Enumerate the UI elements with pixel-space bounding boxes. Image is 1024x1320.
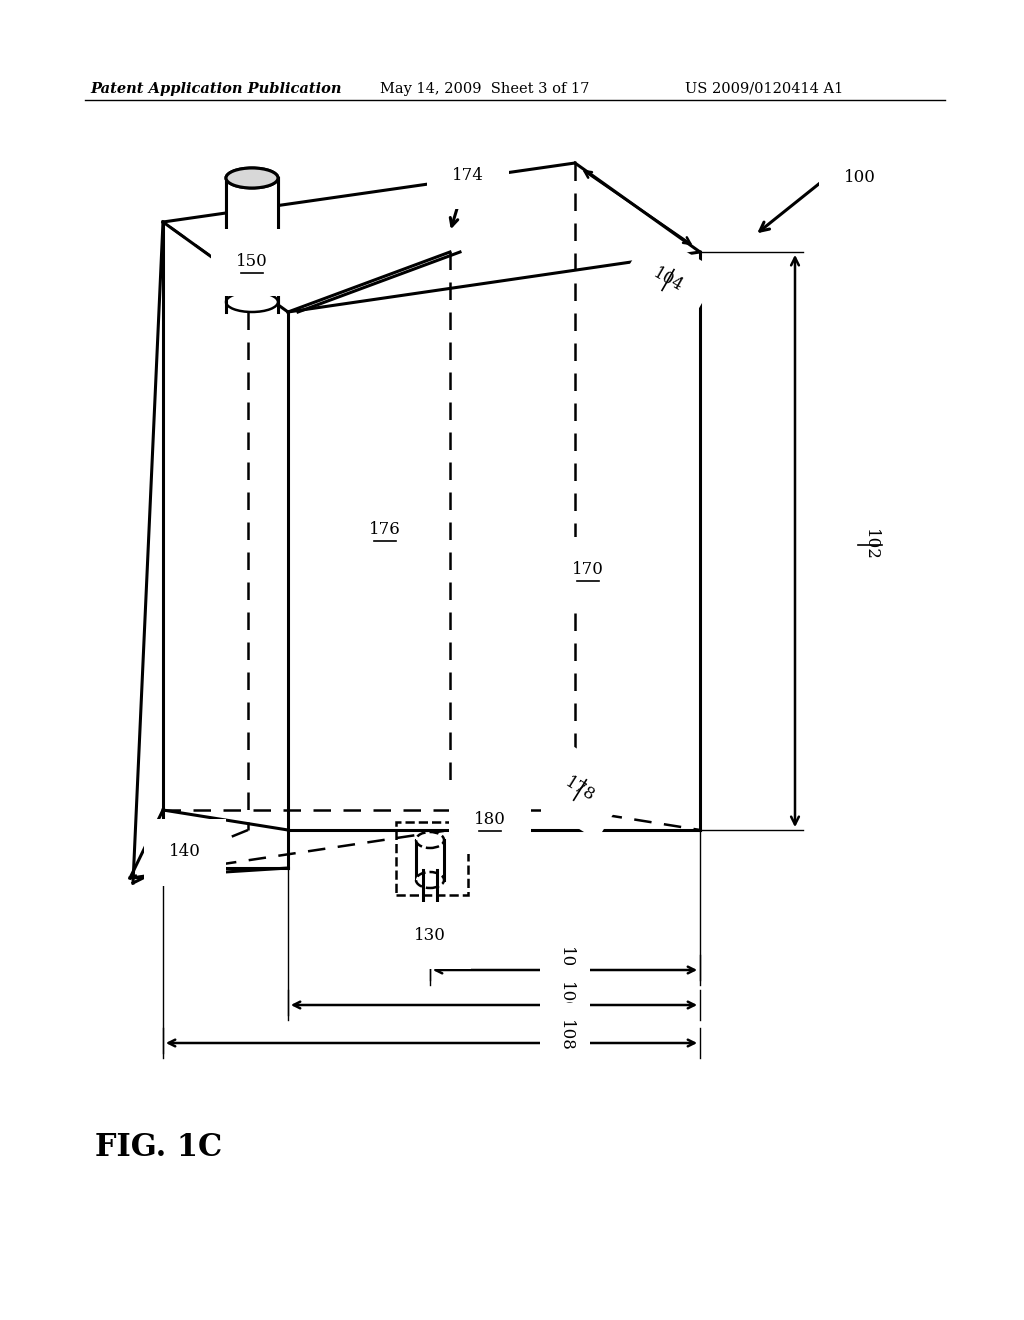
Ellipse shape [226, 292, 278, 312]
Text: 104: 104 [650, 265, 686, 296]
Bar [226, 178, 278, 302]
Ellipse shape [226, 168, 278, 187]
Text: US 2009/0120414 A1: US 2009/0120414 A1 [685, 82, 843, 96]
Text: 130: 130 [414, 927, 445, 944]
Bar [396, 822, 468, 895]
Text: 108: 108 [556, 1020, 573, 1052]
Text: Patent Application Publication: Patent Application Publication [90, 82, 341, 96]
Text: 174: 174 [452, 166, 484, 183]
Text: FIG. 1C: FIG. 1C [95, 1133, 222, 1163]
Text: 180: 180 [474, 812, 506, 829]
Text: 106: 106 [556, 982, 573, 1014]
Ellipse shape [416, 873, 444, 888]
Text: 100: 100 [844, 169, 876, 186]
Text: May 14, 2009  Sheet 3 of 17: May 14, 2009 Sheet 3 of 17 [380, 82, 590, 96]
Ellipse shape [226, 168, 278, 187]
Text: 170: 170 [572, 561, 604, 578]
Text: 140: 140 [169, 843, 201, 861]
Text: 176: 176 [369, 521, 400, 539]
Text: 150: 150 [237, 253, 268, 271]
Text: 102: 102 [861, 529, 879, 561]
Ellipse shape [416, 832, 444, 847]
Text: 178: 178 [562, 775, 598, 805]
Text: 107: 107 [556, 946, 573, 979]
